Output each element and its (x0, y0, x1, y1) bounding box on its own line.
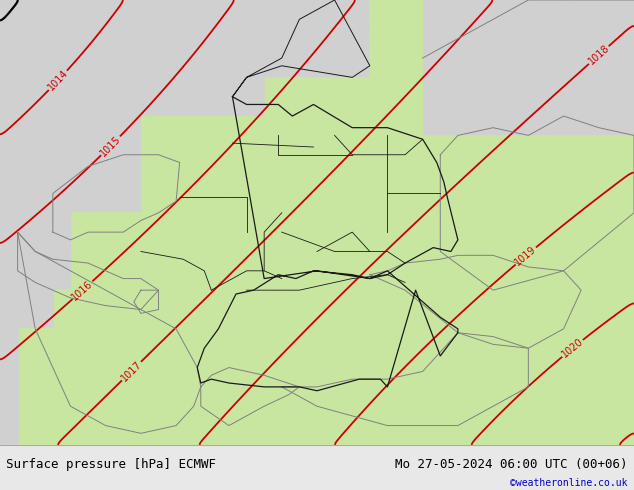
Text: 1017: 1017 (119, 359, 144, 383)
Text: Mo 27-05-2024 06:00 UTC (00+06): Mo 27-05-2024 06:00 UTC (00+06) (395, 458, 628, 470)
Text: 1018: 1018 (586, 43, 611, 67)
Text: 1015: 1015 (98, 134, 123, 158)
Text: Surface pressure [hPa] ECMWF: Surface pressure [hPa] ECMWF (6, 458, 216, 470)
Text: ©weatheronline.co.uk: ©weatheronline.co.uk (510, 478, 628, 488)
Text: 1016: 1016 (70, 278, 95, 302)
Text: 1020: 1020 (560, 337, 585, 360)
Text: 1019: 1019 (513, 244, 538, 268)
Text: 1014: 1014 (46, 68, 70, 93)
